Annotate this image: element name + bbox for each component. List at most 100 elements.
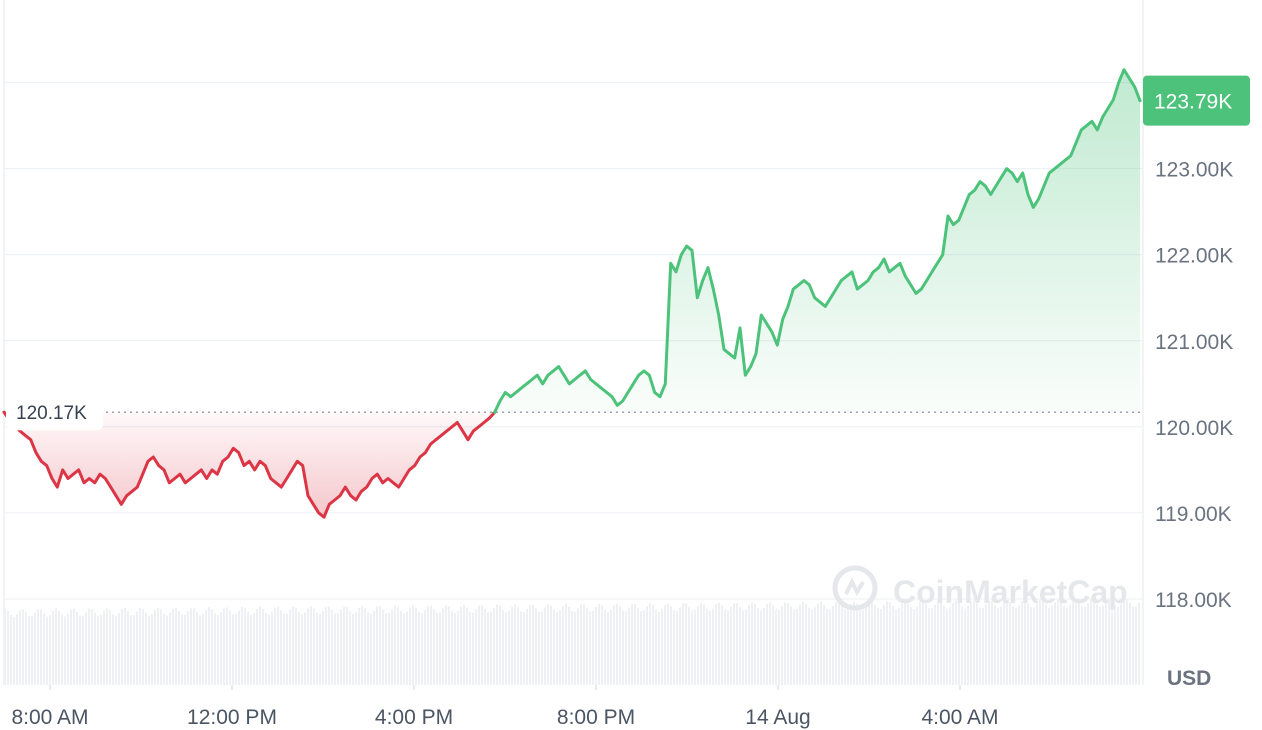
watermark-logo-icon bbox=[832, 565, 878, 611]
volume-bar bbox=[505, 612, 507, 685]
volume-bar bbox=[427, 606, 429, 685]
volume-bar bbox=[349, 611, 351, 685]
volume-bar bbox=[316, 612, 318, 685]
volume-bar bbox=[346, 607, 348, 685]
area-fill-up bbox=[494, 69, 1140, 413]
volume-bar bbox=[985, 604, 987, 685]
volume-bar bbox=[730, 606, 732, 685]
volume-bar bbox=[1081, 606, 1083, 685]
reference-label: 120.17K bbox=[6, 396, 103, 431]
volume-bar bbox=[88, 608, 90, 685]
volume-bar bbox=[646, 606, 648, 685]
volume-bar bbox=[430, 605, 432, 685]
volume-bar bbox=[307, 608, 309, 685]
volume-bar bbox=[979, 607, 981, 685]
volume-bar bbox=[721, 605, 723, 685]
volume-bar bbox=[64, 616, 66, 685]
volume-bar bbox=[292, 606, 294, 685]
volume-bar bbox=[76, 611, 78, 685]
volume-bar bbox=[514, 604, 516, 685]
volume-bar bbox=[703, 604, 705, 685]
volume-bar bbox=[520, 611, 522, 685]
x-tick-label: 12:00 PM bbox=[187, 706, 277, 729]
volume-bar bbox=[781, 606, 783, 685]
volume-bar bbox=[652, 604, 654, 685]
volume-bar bbox=[613, 605, 615, 685]
volume-bar bbox=[1012, 606, 1014, 685]
volume-bar bbox=[556, 612, 558, 685]
volume-bar bbox=[691, 610, 693, 685]
watermark-text: CoinMarketCap bbox=[893, 574, 1128, 610]
volume-bar bbox=[202, 613, 204, 685]
volume-bar bbox=[94, 613, 96, 685]
volume-bar bbox=[1021, 601, 1023, 685]
volume-bar bbox=[184, 614, 186, 685]
volume-bar bbox=[151, 614, 153, 685]
volume-bar bbox=[901, 603, 903, 685]
volume-bar bbox=[931, 608, 933, 685]
volume-bar bbox=[112, 614, 114, 685]
volume-bar bbox=[952, 603, 954, 685]
volume-bar bbox=[361, 605, 363, 685]
volume-bar bbox=[418, 611, 420, 685]
volume-bar bbox=[568, 606, 570, 685]
volume-bar bbox=[97, 616, 99, 685]
volume-bar bbox=[280, 610, 282, 685]
volume-bar bbox=[130, 615, 132, 685]
volume-bar bbox=[331, 609, 333, 685]
volume-bar bbox=[244, 607, 246, 685]
volume-bar bbox=[325, 607, 327, 685]
volume-bar bbox=[1051, 606, 1053, 685]
volume-bar bbox=[1060, 601, 1062, 685]
volume-bar bbox=[256, 608, 258, 685]
volume-bar bbox=[433, 609, 435, 685]
volume-bar bbox=[223, 608, 225, 685]
volume-bar bbox=[910, 607, 912, 685]
volume-bar bbox=[259, 606, 261, 685]
price-line-down bbox=[2, 410, 497, 519]
volume-bar bbox=[823, 604, 825, 685]
volume-bar bbox=[409, 607, 411, 685]
volume-bar bbox=[265, 613, 267, 685]
volume-bar bbox=[355, 612, 357, 685]
volume-bar bbox=[796, 608, 798, 685]
volume-bar bbox=[526, 609, 528, 685]
volume-bar bbox=[742, 610, 744, 685]
volume-bar bbox=[22, 609, 24, 685]
volume-bar bbox=[262, 608, 264, 685]
volume-bar bbox=[475, 609, 477, 685]
volume-bar bbox=[928, 608, 930, 685]
volume-bar bbox=[37, 609, 39, 685]
volume-bar bbox=[397, 606, 399, 685]
volume-bar bbox=[1114, 605, 1116, 685]
volume-bar bbox=[847, 608, 849, 685]
volume-bar bbox=[868, 602, 870, 685]
volume-bar bbox=[1108, 599, 1110, 685]
volume-bar bbox=[880, 608, 882, 685]
volume-bar bbox=[133, 615, 135, 685]
volume-bar bbox=[559, 610, 561, 685]
volume-bar bbox=[436, 612, 438, 685]
volume-bar bbox=[1096, 604, 1098, 685]
volume-bar bbox=[232, 614, 234, 685]
volume-bar bbox=[310, 606, 312, 685]
volume-bar bbox=[139, 608, 141, 685]
volume-bar bbox=[373, 610, 375, 685]
y-tick-label: 121.00K bbox=[1155, 331, 1233, 354]
volume-bar bbox=[976, 603, 978, 685]
volume-bar bbox=[340, 609, 342, 685]
volume-bar bbox=[370, 613, 372, 685]
x-tick-label: 8:00 AM bbox=[11, 706, 88, 729]
volume-bar bbox=[274, 607, 276, 685]
volume-bar bbox=[667, 603, 669, 685]
volume-bar bbox=[535, 608, 537, 685]
volume-bar bbox=[229, 610, 231, 685]
volume-bar bbox=[829, 609, 831, 685]
volume-bar bbox=[1033, 607, 1035, 685]
volume-bar bbox=[1006, 600, 1008, 685]
volume-bar bbox=[4, 609, 6, 685]
volume-bar bbox=[472, 612, 474, 685]
volume-bar bbox=[970, 601, 972, 685]
volume-bar bbox=[550, 605, 552, 685]
volume-bar bbox=[253, 613, 255, 685]
